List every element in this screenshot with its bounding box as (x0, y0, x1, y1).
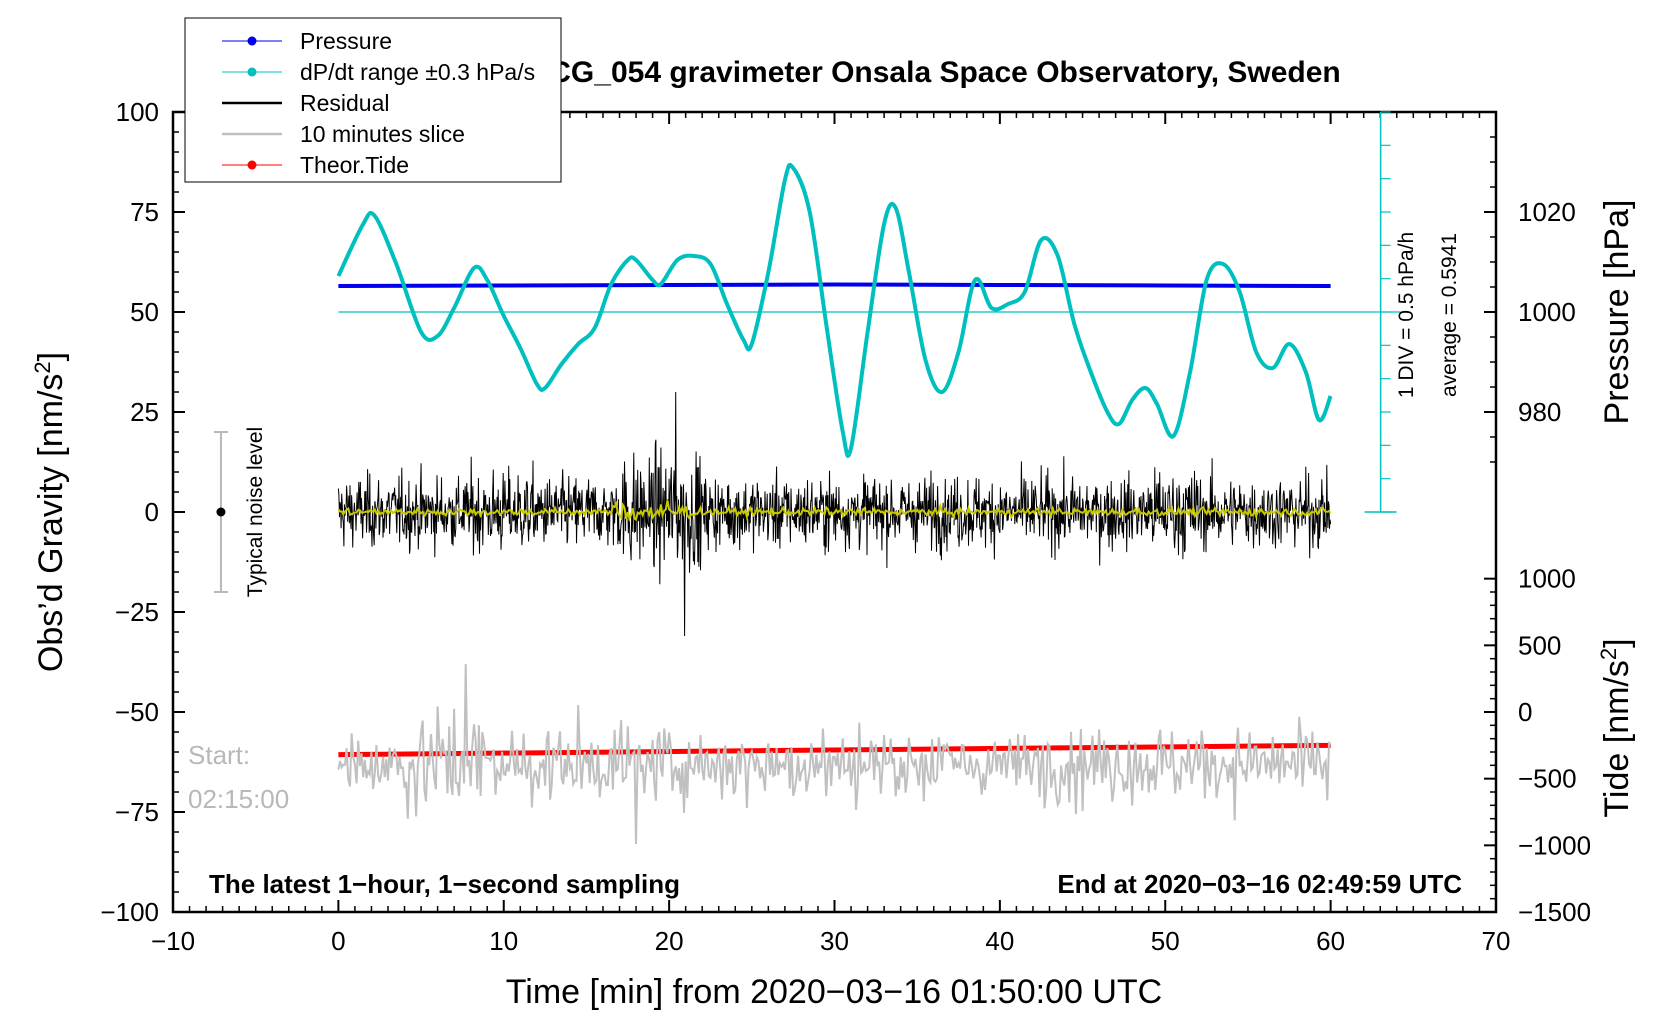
left-axis-title: Obs’d Gravity [nm/s2] (30, 352, 70, 672)
y-tick-label: −25 (115, 597, 159, 627)
tide-axis-title-end: ] (1598, 638, 1636, 647)
tide-tick-labels: 1000 500 0 −500 −1000 −1500 (1518, 564, 1591, 927)
pressure-series (338, 282, 1331, 288)
x-tick-label: −10 (151, 926, 195, 956)
x-tick-label: 10 (489, 926, 518, 956)
pressure-tick-label: 1000 (1518, 297, 1576, 327)
y-tick-label: −50 (115, 697, 159, 727)
legend-swatch-dot (247, 160, 257, 170)
y-tick-label: −75 (115, 797, 159, 827)
chart-title: SCG_054 gravimeter Onsala Space Observat… (529, 56, 1341, 89)
smoothed-residual-series (337, 500, 1332, 523)
tide-tick-label: 500 (1518, 630, 1561, 660)
tide-line (338, 742, 1331, 758)
x-tick-label: 0 (331, 926, 345, 956)
legend-entry: Theor.Tide (222, 152, 409, 178)
tide-axis-title: Tide [nm/s2] (1596, 638, 1636, 817)
pressure-tick-labels: 1020 1000 980 (1518, 197, 1576, 427)
tide-tick-label: 1000 (1518, 564, 1576, 594)
pressure-axis-title: Pressure [hPa] (1598, 200, 1636, 425)
tide-axis-title-main: Tide [nm/s (1598, 660, 1636, 817)
bottom-left-note: The latest 1−hour, 1−second sampling (209, 869, 680, 899)
tide-series (338, 742, 1331, 758)
legend-entry: Pressure (222, 28, 392, 54)
y-tick-label: −100 (100, 897, 159, 927)
legend-label: Pressure (300, 28, 392, 54)
legend-swatch-dot (247, 67, 257, 77)
x-tick-label: 50 (1151, 926, 1180, 956)
y-tick-label: 25 (130, 397, 159, 427)
legend-label: Theor.Tide (300, 152, 409, 178)
tide-tick-label: −1000 (1518, 830, 1591, 860)
start-label: Start: (188, 740, 250, 770)
legend-entry: Residual (222, 90, 390, 116)
dpdt-scale-text: 1 DIV = 0.5 hPa/h (1395, 232, 1418, 398)
start-time: 02:15:00 (188, 784, 289, 814)
y-tick-label: 100 (116, 97, 159, 127)
left-axis-title-main: Obs’d Gravity [nm/s (32, 374, 70, 673)
tide-tick-label: −500 (1518, 764, 1577, 794)
dpdt-scale-bar (1364, 111, 1397, 513)
pressure-tick-label: 1020 (1518, 197, 1576, 227)
pressure-line (338, 282, 1331, 288)
x-tick-labels: −10 0 10 20 30 40 50 60 70 (151, 926, 1511, 956)
left-axis-title-sup: 2 (30, 361, 55, 373)
dpdt-average-text: average = 0.5941 (1438, 233, 1461, 397)
x-tick-label: 70 (1482, 926, 1511, 956)
noise-level-label: Typical noise level (244, 427, 267, 597)
noise-level-dot (216, 507, 226, 517)
left-axis-title-end: ] (32, 352, 70, 361)
bottom-right-note: End at 2020−03−16 02:49:59 UTC (1057, 869, 1462, 899)
legend-label: dP/dt range ±0.3 hPa/s (300, 59, 535, 85)
legend-box (184, 17, 562, 183)
legend-swatch-dot (247, 36, 257, 46)
y-tick-label: 0 (145, 497, 159, 527)
x-axis-title: Time [min] from 2020−03−16 01:50:00 UTC (506, 973, 1162, 1011)
smoothed-residual-line (337, 500, 1332, 523)
y-tick-labels: 100 75 50 25 0 −25 −50 −75 −100 (100, 97, 159, 927)
dpdt-line (336, 162, 1333, 458)
slice-line (337, 663, 1332, 845)
slice-series (337, 663, 1332, 845)
axis-ticks (172, 111, 1497, 913)
x-tick-label: 30 (820, 926, 849, 956)
y-tick-label: 75 (130, 197, 159, 227)
x-tick-label: 20 (655, 926, 684, 956)
noise-level-indicator (213, 431, 228, 593)
tide-axis-title-sup: 2 (1596, 648, 1621, 660)
legend: Pressure dP/dt range ±0.3 hPa/s Residual 10… (184, 17, 562, 183)
pressure-tick-label: 980 (1518, 397, 1561, 427)
y-tick-label: 50 (130, 297, 159, 327)
tide-tick-label: −1500 (1518, 897, 1591, 927)
tide-tick-label: 0 (1518, 697, 1532, 727)
x-tick-label: 40 (985, 926, 1014, 956)
legend-label: Residual (300, 90, 390, 116)
x-tick-label: 60 (1316, 926, 1345, 956)
legend-entry: 10 minutes slice (222, 121, 465, 147)
legend-label: 10 minutes slice (300, 121, 465, 147)
legend-entry: dP/dt range ±0.3 hPa/s (222, 59, 535, 85)
dpdt-series (336, 162, 1333, 458)
